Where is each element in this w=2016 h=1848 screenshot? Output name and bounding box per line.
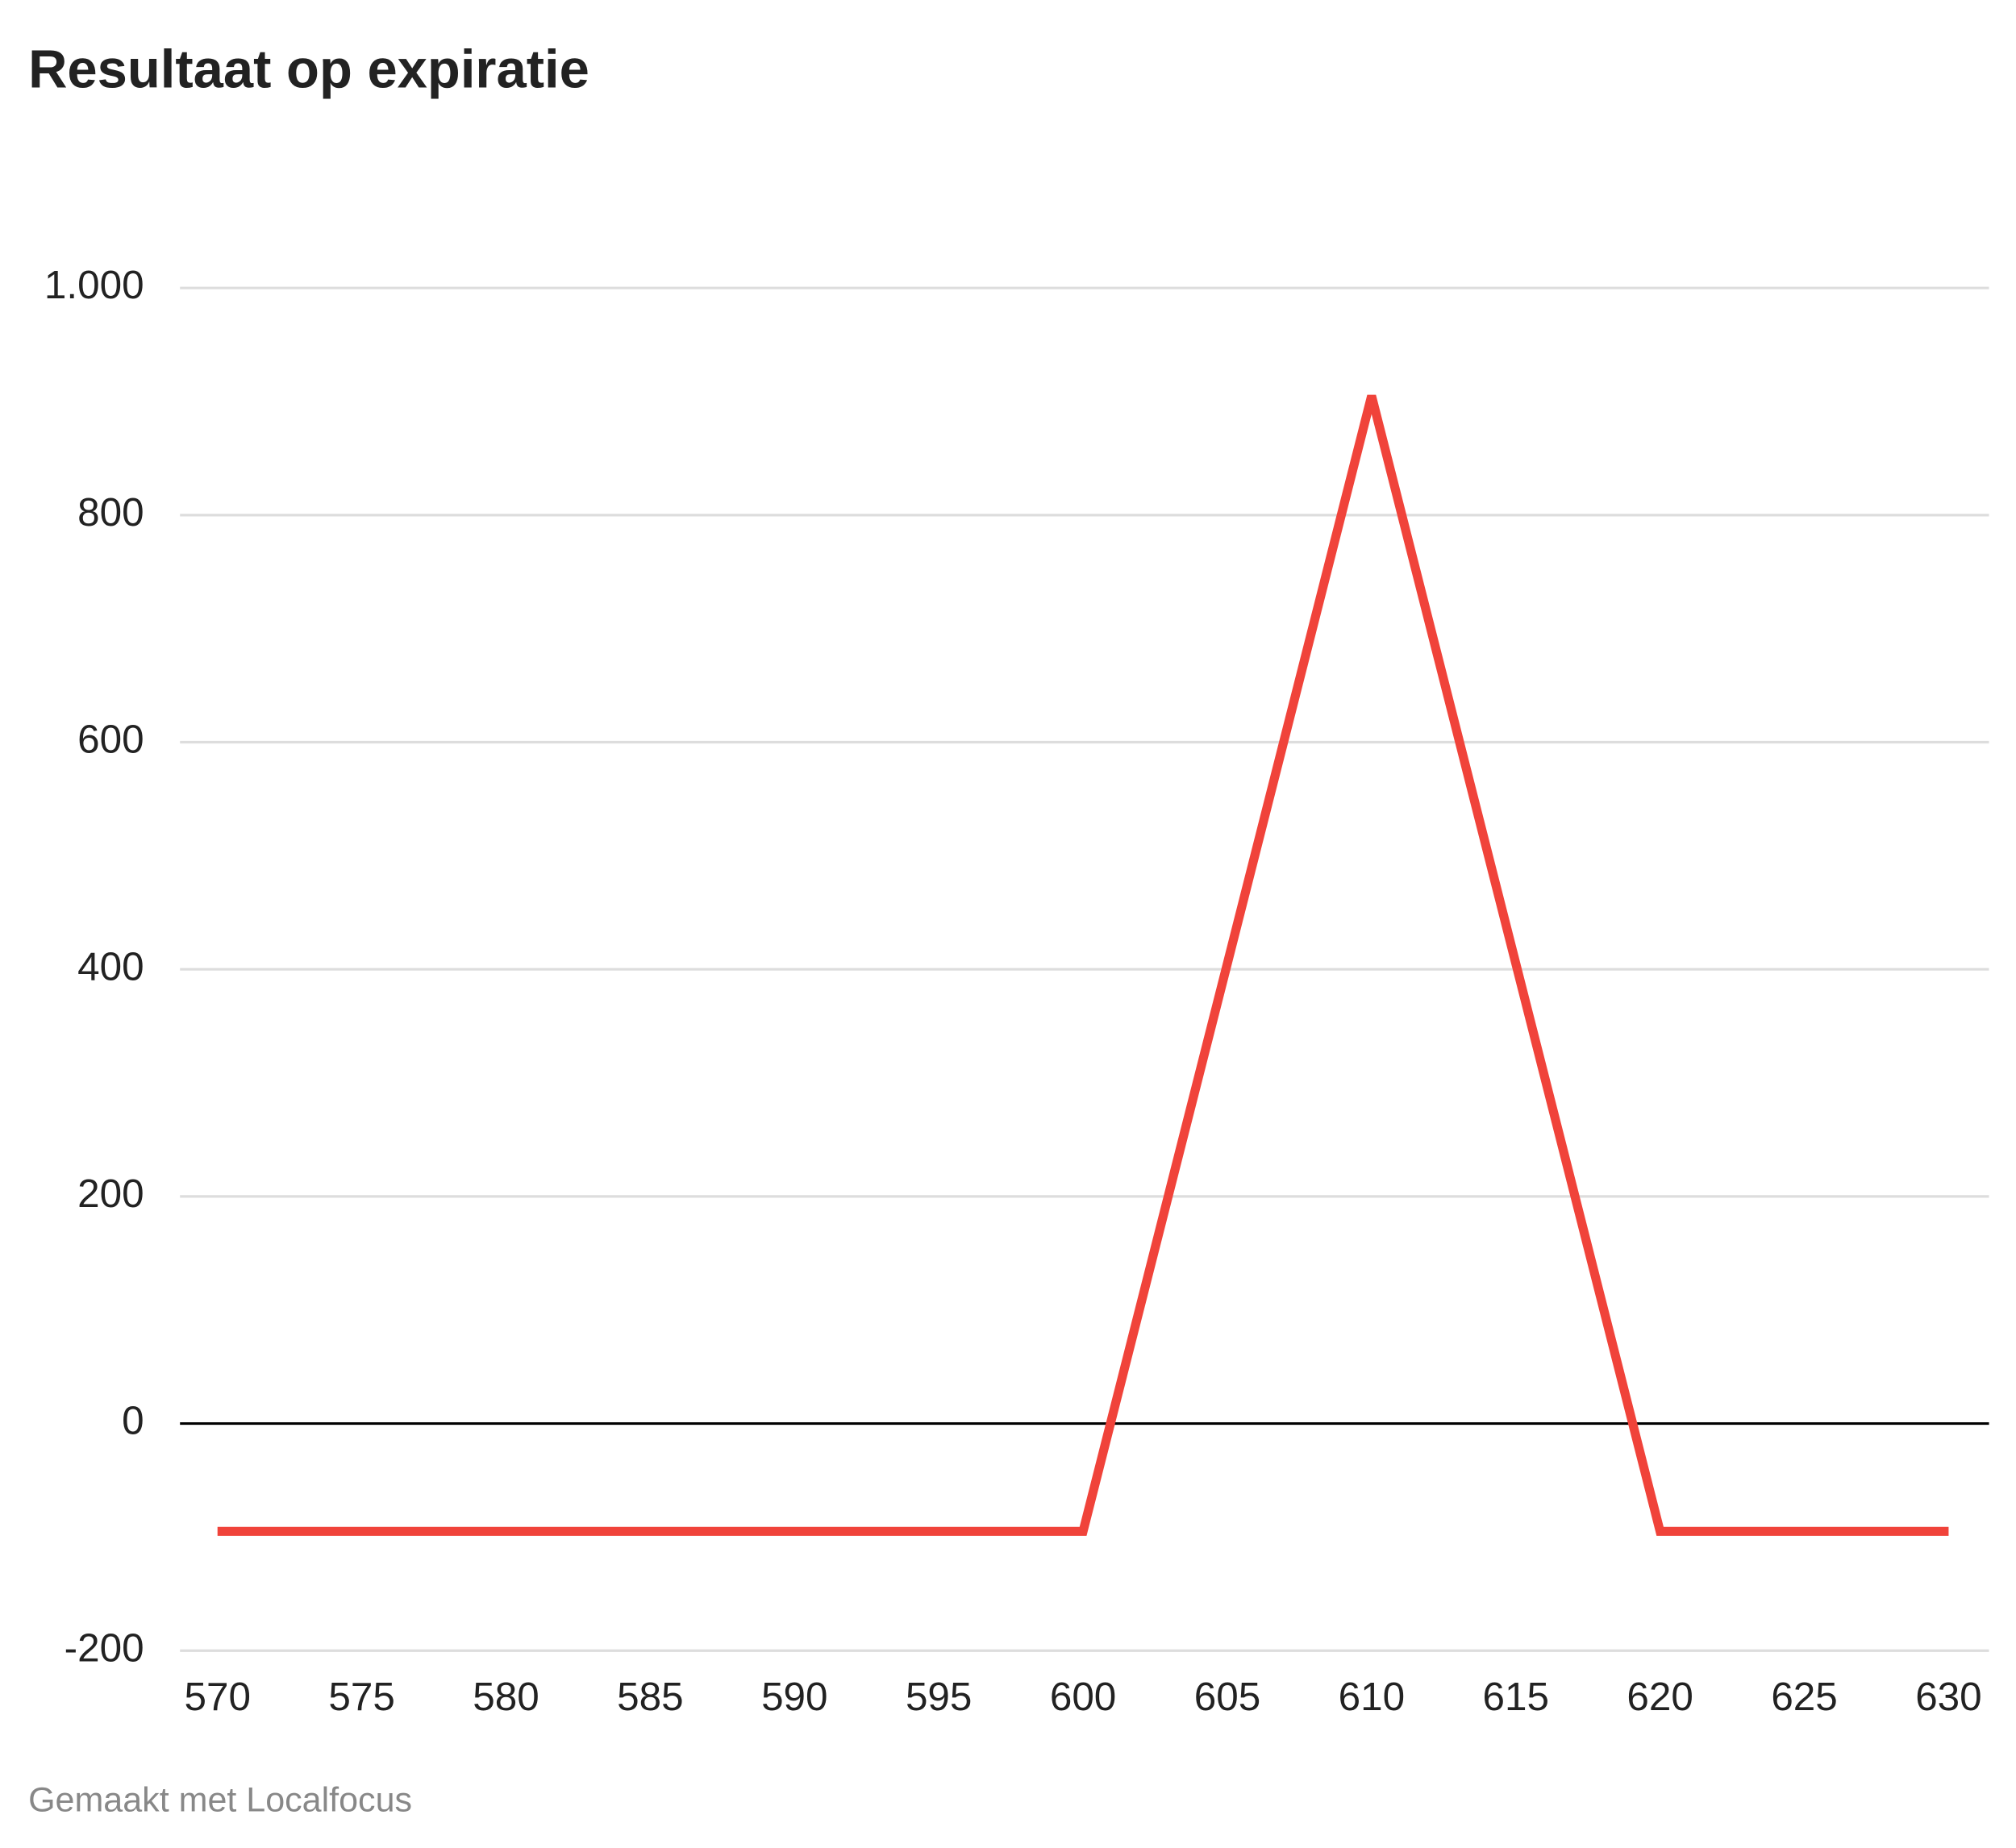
x-tick-label: 610: [1339, 1675, 1405, 1719]
y-tick-label: 400: [77, 944, 144, 989]
x-tick-label: 615: [1483, 1675, 1549, 1719]
x-tick-label: 625: [1771, 1675, 1837, 1719]
chart-title: Resultaat op expiratie: [28, 40, 589, 100]
x-tick-label: 570: [185, 1675, 251, 1719]
y-tick-label: 800: [77, 490, 144, 535]
x-tick-label: 620: [1627, 1675, 1693, 1719]
y-tick-label: -200: [65, 1625, 144, 1670]
x-tick-label: 585: [617, 1675, 683, 1719]
x-tick-label: 600: [1050, 1675, 1116, 1719]
x-tick-label: 575: [328, 1675, 394, 1719]
x-tick-label: 595: [906, 1675, 972, 1719]
y-tick-label: 1.000: [44, 263, 144, 307]
x-tick-label: 605: [1194, 1675, 1260, 1719]
y-tick-label: 200: [77, 1172, 144, 1216]
y-tick-label: 0: [122, 1399, 144, 1443]
data-line: [217, 394, 1949, 1536]
y-tick-label: 600: [77, 718, 144, 762]
x-tick-label: 580: [473, 1675, 539, 1719]
source-note: Gemaakt met Localfocus: [28, 1781, 412, 1820]
x-tick-label: 590: [761, 1675, 827, 1719]
x-tick-label: 630: [1915, 1675, 1981, 1719]
